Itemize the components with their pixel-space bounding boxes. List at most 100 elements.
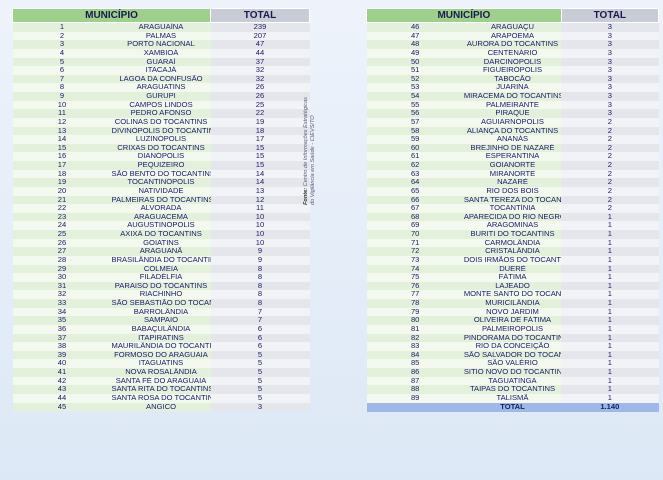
table-row: 1 ARAGUAÍNA 239 [12,22,310,32]
row-total: 6 [210,333,310,343]
row-rank: 62 [366,161,464,170]
table-row: 46 ARAGUAÇU 3 [366,22,659,32]
row-total: 1 [561,255,659,265]
row-rank: 20 [12,186,112,196]
table-row: 44 SANTA ROSA DO TOCANTINS 5 [12,393,310,403]
row-total: 3 [561,48,659,58]
row-total: 9 [210,247,310,256]
row-rank: 35 [12,316,112,325]
table-row: 42 SANTA FÉ DO ARAGUAIA 5 [12,376,310,386]
table-row: 15 CRIXAS DO TOCANTINS 15 [12,143,310,153]
row-rank: 86 [366,368,464,377]
table-row: 9 GURUPI 26 [12,92,310,101]
table-row: 26 GOIATINS 10 [12,238,310,248]
row-rank: 19 [12,178,112,187]
row-rank: 38 [12,342,112,351]
row-total: 15 [210,161,310,170]
row-total: 18 [210,126,310,136]
row-total: 1 [561,281,659,291]
row-total: 37 [210,57,310,67]
right-table-body: 46 ARAGUAÇU 3 47 ARAPOEMA 3 48 AURORA DO TOCANT… [366,22,659,403]
row-rank: 40 [12,359,112,368]
row-rank: 37 [12,333,112,343]
row-municipio: DOIS IRMÃOS DO TOCANTINS [463,255,562,265]
row-municipio: COLMEIA [111,264,211,274]
row-municipio: GOIATINS [111,238,211,248]
row-total: 5 [210,359,310,368]
table-row: 7 LAGOA DA CONFUSÃO 32 [12,74,310,84]
row-municipio: RIACHINHO [111,290,211,299]
row-total: 17 [210,135,310,144]
table-row: 27 ARAGUANÃ 9 [12,247,310,256]
row-municipio: CRIXAS DO TOCANTINS [111,143,211,153]
row-municipio: MIRANORTE [463,169,562,179]
row-municipio: RIO DOS BOIS [463,186,562,196]
row-rank: 75 [366,273,464,282]
row-total: 1 [561,385,659,394]
row-total: 8 [210,299,310,308]
row-rank: 10 [12,100,112,110]
row-rank: 6 [12,66,112,75]
row-municipio: PARAISO DO TOCANTINS [111,281,211,291]
row-municipio: MAURILÂNDIA DO TOCANTINS [111,342,211,351]
row-rank: 26 [12,238,112,248]
row-rank: 72 [366,247,464,256]
row-municipio: ALIANÇA DO TOCANTINS [463,126,562,136]
row-municipio: ARAGOMINAS [463,221,562,230]
row-total: 2 [561,195,659,205]
table-row: 85 SÃO VALÉRIO 1 [366,359,659,368]
row-municipio: GUARAÍ [111,57,211,67]
row-municipio: ARAGUATINS [111,83,211,92]
table-row: 48 AURORA DO TOCANTINS 3 [366,40,659,49]
grand-total-row: TOTAL 1.140 [366,402,659,412]
row-rank: 30 [12,273,112,282]
row-rank: 33 [12,299,112,308]
row-rank: 82 [366,333,464,343]
row-total: 3 [561,83,659,92]
row-municipio: TALISMÃ [463,393,562,403]
row-rank: 11 [12,109,112,118]
row-rank: 87 [366,376,464,386]
row-total: 1 [561,350,659,360]
row-rank: 9 [12,92,112,101]
table-row: 86 SITIO NOVO DO TOCANTINS 1 [366,368,659,377]
table-row: 76 LAJEADO 1 [366,281,659,291]
table-row: 5 GUARAÍ 37 [12,57,310,67]
row-total: 2 [561,169,659,179]
row-municipio: MURICILÂNDIA [463,299,562,308]
row-rank: 36 [12,324,112,334]
row-municipio: SANTA RITA DO TOCANTINS [111,385,211,394]
table-row: 4 XAMBIOÁ 44 [12,48,310,58]
row-municipio: CARMOLÂNDIA [463,238,562,248]
row-total: 11 [210,204,310,213]
row-municipio: TAGUATINGA [463,376,562,386]
row-rank: 24 [12,221,112,230]
row-total: 1 [561,299,659,308]
row-municipio: ARAGUANÃ [111,247,211,256]
table-row: 67 TOCANTÍNIA 2 [366,204,659,213]
table-row: 11 PEDRO AFONSO 22 [12,109,310,118]
row-municipio: DUERÉ [463,264,562,274]
table-row: 3 PORTO NACIONAL 47 [12,40,310,49]
row-municipio: FORMOSO DO ARAGUAIA [111,350,211,360]
table-row: 53 JUARINA 3 [366,83,659,92]
row-municipio: MIRACEMA DO TOCANTINS [463,92,562,101]
row-rank: 51 [366,66,464,75]
row-total: 26 [210,92,310,101]
row-rank: 1 [12,22,112,32]
table-row: 20 NATIVIDADE 13 [12,186,310,196]
row-rank: 50 [366,57,464,67]
table-row: 22 ALVORADA 11 [12,204,310,213]
row-municipio: AGUIARNÓPOLIS [463,117,562,127]
row-total: 2 [561,135,659,144]
row-municipio: PALMEIRÓPOLIS [463,324,562,334]
row-municipio: SANTA TEREZA DO TOCANTINS [463,195,562,205]
row-rank: 74 [366,264,464,274]
table-row: 25 AXIXÁ DO TOCANTINS 10 [12,230,310,239]
table-row: 36 BABAÇULÂNDIA 6 [12,324,310,334]
row-total: 13 [210,186,310,196]
table-row: 34 BARROLÂNDIA 7 [12,307,310,317]
